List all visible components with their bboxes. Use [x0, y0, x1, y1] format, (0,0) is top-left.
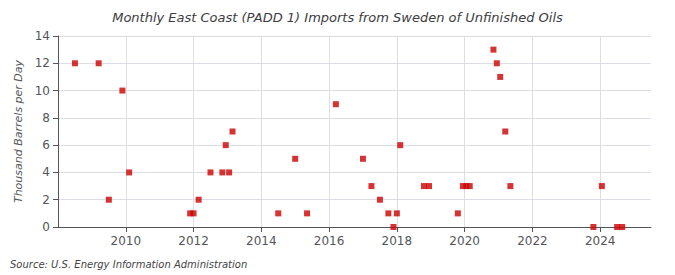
svg-text:2014: 2014 [246, 234, 277, 248]
svg-text:Thousand Barrels per Day: Thousand Barrels per Day [12, 59, 25, 203]
svg-text:2016: 2016 [314, 234, 345, 248]
svg-text:2012: 2012 [178, 234, 209, 248]
svg-text:Monthly East Coast (PADD 1) Im: Monthly East Coast (PADD 1) Imports from… [112, 10, 563, 25]
svg-text:0: 0 [42, 220, 50, 234]
svg-text:Source: U.S. Energy Informatio: Source: U.S. Energy Information Administ… [10, 259, 247, 270]
svg-text:12: 12 [35, 56, 50, 70]
svg-text:10: 10 [35, 84, 50, 98]
svg-text:2018: 2018 [382, 234, 413, 248]
svg-text:2022: 2022 [517, 234, 548, 248]
svg-text:14: 14 [35, 29, 50, 43]
svg-text:2: 2 [42, 193, 50, 207]
svg-text:6: 6 [42, 138, 50, 152]
svg-text:8: 8 [42, 111, 50, 125]
svg-text:2010: 2010 [110, 234, 141, 248]
svg-text:2020: 2020 [449, 234, 480, 248]
svg-text:2024: 2024 [585, 234, 616, 248]
svg-text:4: 4 [42, 165, 50, 179]
